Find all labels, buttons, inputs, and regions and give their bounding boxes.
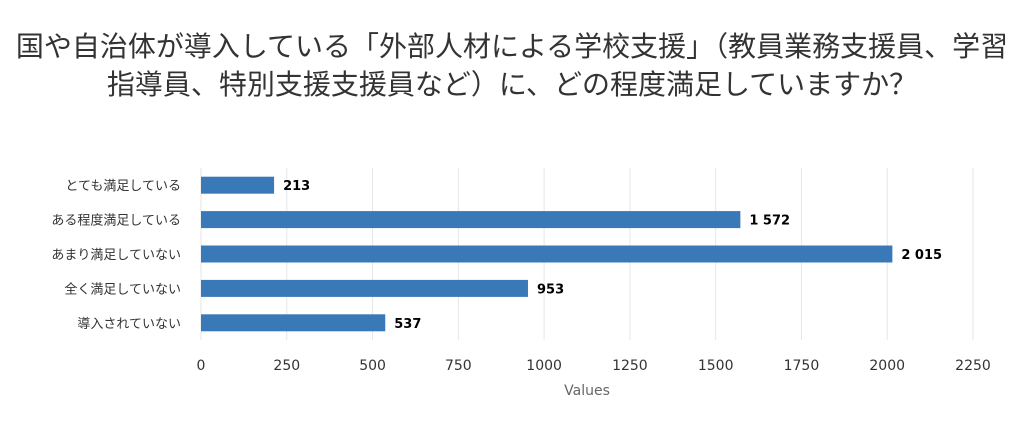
bar xyxy=(201,211,741,229)
data-label: 537 xyxy=(394,317,421,332)
x-tick-label: 500 xyxy=(359,358,386,374)
data-label: 213 xyxy=(283,179,310,194)
category-label: ある程度満足している xyxy=(51,213,181,229)
x-tick-label: 1250 xyxy=(612,358,648,374)
bar xyxy=(201,314,386,332)
x-tick-label: 1000 xyxy=(526,358,562,374)
category-label: あまり満足していない xyxy=(51,248,181,263)
x-tick-label: 2250 xyxy=(955,358,991,374)
bar xyxy=(201,176,275,194)
x-tick-label: 250 xyxy=(273,358,300,374)
category-label: とても満足している xyxy=(65,179,181,194)
category-label: 全く満足していない xyxy=(64,281,181,297)
category-label: 導入されていない xyxy=(77,317,181,332)
data-label: 953 xyxy=(537,282,564,297)
chart-title: 国や自治体が導入している「外部人材による学校支援」（教員業務支援員、学習指導員、… xyxy=(15,30,1009,101)
x-tick-label: 1750 xyxy=(784,358,820,374)
bar xyxy=(201,245,893,263)
x-tick-label: 750 xyxy=(445,358,472,374)
x-tick-label: 1500 xyxy=(698,358,734,374)
x-axis-title: Values xyxy=(564,383,610,399)
data-label: 2 015 xyxy=(901,248,942,263)
data-label: 1 572 xyxy=(749,214,790,229)
bar xyxy=(201,279,528,297)
x-tick-label: 2000 xyxy=(869,358,905,374)
x-tick-label: 0 xyxy=(197,358,206,374)
